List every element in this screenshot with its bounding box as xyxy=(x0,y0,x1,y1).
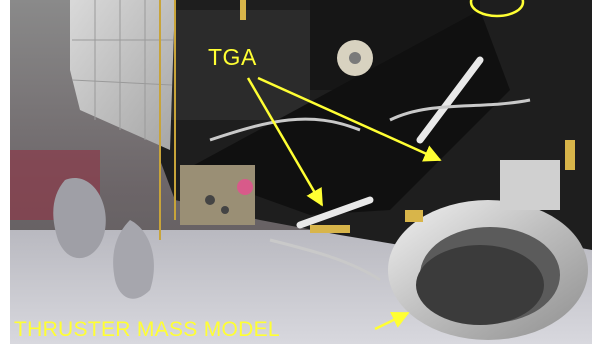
tga-label: TGA xyxy=(208,44,257,70)
spacecraft-hardware-photo xyxy=(10,0,592,344)
thruster-mass-model-label: THRUSTER MASS MODEL xyxy=(14,318,280,341)
